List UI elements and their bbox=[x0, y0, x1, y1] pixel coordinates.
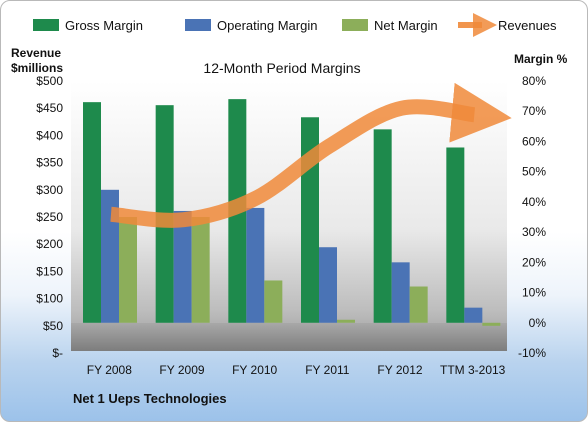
y-left-tick-label: $50 bbox=[43, 319, 63, 333]
y-right-tick-label: 70% bbox=[522, 104, 546, 118]
legend-swatch-net-margin bbox=[342, 19, 368, 31]
category-label: TTM 3-2013 bbox=[440, 363, 506, 377]
y-left-tick-label: $- bbox=[52, 346, 63, 360]
category-label: FY 2009 bbox=[159, 363, 204, 377]
y-left-tick-label: $300 bbox=[36, 183, 63, 197]
bars bbox=[83, 99, 501, 326]
bar-operating-margin bbox=[391, 262, 410, 323]
y-left-label-line-2: $millions bbox=[11, 61, 63, 75]
y-right-tick-label: 30% bbox=[522, 225, 546, 239]
bar-operating-margin bbox=[319, 247, 337, 323]
y-right-tick-label: 20% bbox=[522, 255, 546, 269]
y-right-tick-label: 0% bbox=[529, 316, 547, 330]
y-left-label-line-1: Revenue bbox=[11, 46, 61, 60]
legend-swatch-gross-margin bbox=[33, 19, 59, 31]
category-label: FY 2011 bbox=[305, 363, 350, 377]
category-label: FY 2010 bbox=[232, 363, 277, 377]
bar-net-margin bbox=[337, 319, 355, 323]
bar-operating-margin bbox=[101, 189, 119, 323]
y-right-tick-label: 60% bbox=[522, 134, 546, 148]
plot-floor bbox=[71, 323, 507, 351]
legend: Gross Margin Operating Margin Net Margin Re… bbox=[33, 13, 557, 37]
y-right-tick-label: 10% bbox=[522, 286, 546, 300]
y-left-tick-label: $450 bbox=[36, 101, 63, 115]
legend-label-net-margin: Net Margin bbox=[374, 18, 438, 33]
chart-title: 12-Month Period Margins bbox=[203, 60, 360, 76]
legend-label-gross-margin: Gross Margin bbox=[65, 18, 143, 33]
legend-swatch-operating-margin bbox=[185, 19, 211, 31]
y-right-tick-label: -10% bbox=[518, 346, 546, 360]
revenue-line bbox=[110, 82, 512, 228]
y-right-label: Margin % bbox=[514, 52, 568, 66]
legend-label-operating-margin: Operating Margin bbox=[217, 18, 317, 33]
bar-operating-margin bbox=[464, 307, 483, 323]
category-labels: FY 2008 FY 2009 FY 2010 FY 2011 FY 2012 TTM 3… bbox=[87, 363, 506, 377]
y-left-tick-label: $200 bbox=[36, 237, 63, 251]
y-left-ticks: $- $50 $100 $150 $200 $250 $300 $350 $400 $450 $50… bbox=[36, 74, 63, 360]
bar-gross-margin bbox=[83, 102, 101, 323]
bar-net-margin bbox=[119, 217, 137, 323]
bar-operating-margin bbox=[246, 207, 265, 323]
bar-net-margin bbox=[264, 280, 283, 323]
y-left-tick-label: $100 bbox=[36, 292, 63, 306]
category-label: FY 2012 bbox=[377, 363, 422, 377]
y-left-tick-label: $350 bbox=[36, 156, 63, 170]
bar-gross-margin bbox=[446, 147, 465, 323]
legend-label-revenues: Revenues bbox=[498, 18, 557, 33]
y-left-tick-label: $150 bbox=[36, 264, 63, 278]
y-right-tick-label: 40% bbox=[522, 195, 546, 209]
y-right-tick-label: 50% bbox=[522, 165, 546, 179]
y-left-tick-label: $400 bbox=[36, 128, 63, 142]
bar-net-margin bbox=[191, 217, 210, 323]
bar-operating-margin bbox=[173, 210, 192, 323]
category-label: FY 2008 bbox=[87, 363, 132, 377]
company-name: Net 1 Ueps Technologies bbox=[73, 391, 227, 406]
bar-net-margin bbox=[409, 286, 428, 323]
bar-gross-margin bbox=[373, 129, 392, 323]
y-right-tick-label: 80% bbox=[522, 74, 546, 88]
bar-net-margin bbox=[482, 322, 501, 326]
y-left-tick-label: $500 bbox=[36, 74, 63, 88]
revenue-arrow bbox=[110, 82, 512, 228]
y-right-ticks: -10% 0% 10% 20% 30% 40% 50% 60% 70% 80% bbox=[518, 74, 546, 360]
y-left-tick-label: $250 bbox=[36, 210, 63, 224]
